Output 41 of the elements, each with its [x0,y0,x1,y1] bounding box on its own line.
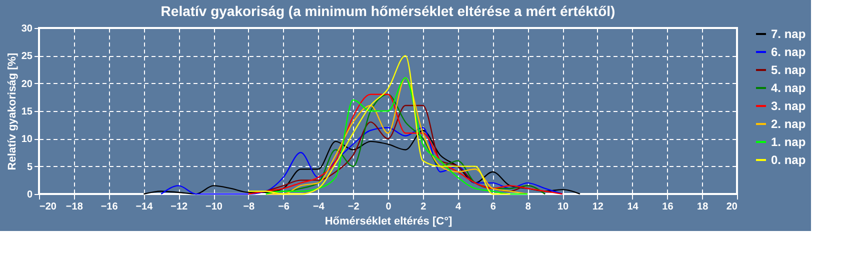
y-tick-label: 20 [21,78,33,90]
y-axis-title: Relatív gyakoriság [%] [6,52,18,170]
y-tick-label: 15 [21,106,33,118]
y-tick-label: 30 [21,24,33,34]
x-axis-title: Hőmérséklet eltérés [C°] [324,216,452,228]
legend-label: 4. nap [771,81,806,95]
legend-label: 6. nap [771,45,806,59]
x-tick-label: 16 [662,202,674,212]
legend-label: 0. nap [771,153,806,167]
x-tick-label: −6 [278,202,290,212]
y-tick-label: 10 [21,134,33,146]
legend-label: 1. nap [771,135,806,149]
x-tick-label: 2 [420,202,427,212]
x-tick-label: −4 [312,202,325,212]
x-tick-label: −8 [243,202,256,212]
line-series [248,55,511,195]
x-tick-label: 10 [557,202,569,212]
y-tick-label: 5 [26,162,33,173]
x-tick-label: −12 [170,202,188,212]
legend-label: 7. nap [771,27,806,41]
x-tick-label: −16 [100,202,118,212]
x-tick-label: 0 [386,202,392,212]
x-tick-label: −20 [40,202,57,212]
x-tick-label: 6 [490,202,496,212]
legend-label: 5. nap [771,63,806,77]
x-tick-label: 14 [627,202,639,212]
x-tick-label: 8 [525,202,532,212]
x-tick-label: −10 [206,202,223,212]
legend-label: 2. nap [771,117,806,131]
line-series [265,77,528,195]
chart-title: Relatív gyakoriság (a minimum hőmérséklet eltérése a mért értéktől) [160,3,616,19]
y-tick-label: 0 [26,190,33,200]
y-tick-label: 25 [21,51,33,62]
x-tick-label: 20 [726,202,738,212]
x-tick-label: 12 [592,202,604,212]
x-tick-label: −14 [136,202,154,212]
x-tick-label: −18 [66,202,84,212]
x-tick-label: −2 [348,202,360,212]
x-tick-label: 18 [697,202,709,212]
legend-label: 3. nap [771,99,806,113]
x-tick-label: 4 [456,202,462,212]
